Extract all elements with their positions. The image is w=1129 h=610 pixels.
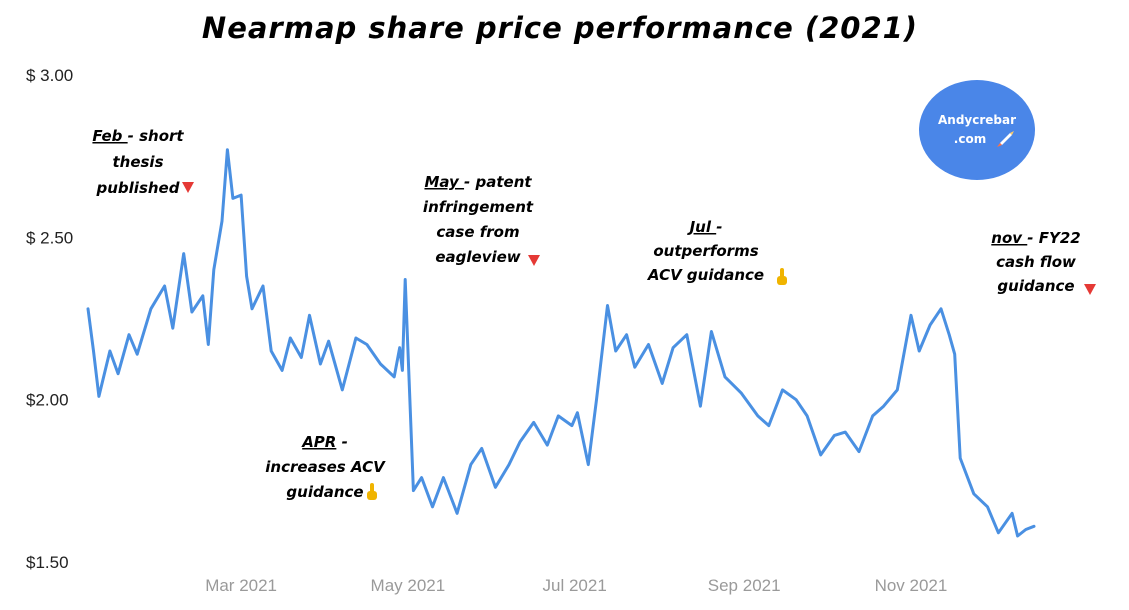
x-tick-label: Mar 2021 — [205, 576, 277, 595]
annotation-line: APR - — [301, 433, 348, 451]
annotation-line: eagleview — [435, 248, 520, 266]
y-tick-label: $1.50 — [26, 553, 69, 572]
price-series — [86, 148, 1036, 538]
annotation-line: published — [96, 179, 180, 197]
y-axis-ticks: $ 3.00 $ 2.50 $2.00 $1.50 — [26, 66, 73, 572]
down-triangle-icon — [182, 182, 194, 193]
site-badge-name: Andycrebar — [938, 113, 1016, 127]
annotation-line: Feb - short — [92, 127, 184, 145]
down-triangle-icon — [528, 255, 540, 266]
x-tick-label: Sep 2021 — [708, 576, 781, 595]
rocket-icon — [997, 131, 1014, 147]
annotation: Feb - short thesis published — [92, 127, 194, 197]
annotation-line: infringement — [423, 198, 534, 216]
annotation-line: thesis — [112, 153, 163, 171]
annotation-month: May — [424, 173, 464, 191]
annotation-line: Jul - — [687, 218, 723, 236]
x-tick-label: Nov 2021 — [875, 576, 948, 595]
annotation-month: APR — [301, 433, 336, 451]
annotations: Feb - short thesis published APR - increases… — [92, 127, 1096, 501]
x-tick-label: May 2021 — [371, 576, 446, 595]
annotation: APR - increases ACV guidance — [265, 433, 386, 501]
y-tick-label: $ 2.50 — [26, 228, 73, 247]
y-tick-label: $ 3.00 — [26, 66, 73, 85]
chart-title: Nearmap share price performance (2021) — [202, 11, 918, 45]
annotation-line: May - patent — [424, 173, 532, 191]
annotation-month: Feb — [92, 127, 127, 145]
annotation: Jul - outperforms ACV guidance — [647, 218, 787, 285]
annotation-line: cash flow — [996, 253, 1076, 271]
annotation: May - patent infringement case from eaglevi… — [423, 173, 540, 266]
site-badge-domain: .com — [954, 132, 986, 146]
y-tick-label: $2.00 — [26, 391, 69, 410]
annotation-line: guidance — [286, 483, 363, 501]
pointing-up-icon — [777, 268, 787, 285]
annotation-month: nov — [991, 229, 1027, 247]
down-triangle-icon — [1084, 284, 1096, 295]
site-badge: Andycrebar .com — [919, 80, 1035, 180]
price-line — [86, 148, 1036, 538]
annotation-line: guidance — [997, 277, 1074, 295]
annotation-line: case from — [436, 223, 519, 241]
annotation-line: increases ACV — [265, 458, 386, 476]
x-axis-ticks: Mar 2021 May 2021 Jul 2021 Sep 2021 Nov 2021 — [205, 576, 947, 595]
site-badge-circle — [919, 80, 1035, 180]
x-tick-label: Jul 2021 — [543, 576, 607, 595]
annotation-line: nov - FY22 — [991, 229, 1080, 247]
annotation-line: ACV guidance — [647, 266, 764, 284]
pointing-up-icon — [367, 483, 377, 500]
annotation-month: Jul — [687, 218, 717, 236]
annotation: nov - FY22 cash flow guidance — [991, 229, 1096, 295]
annotation-line: outperforms — [653, 242, 758, 260]
